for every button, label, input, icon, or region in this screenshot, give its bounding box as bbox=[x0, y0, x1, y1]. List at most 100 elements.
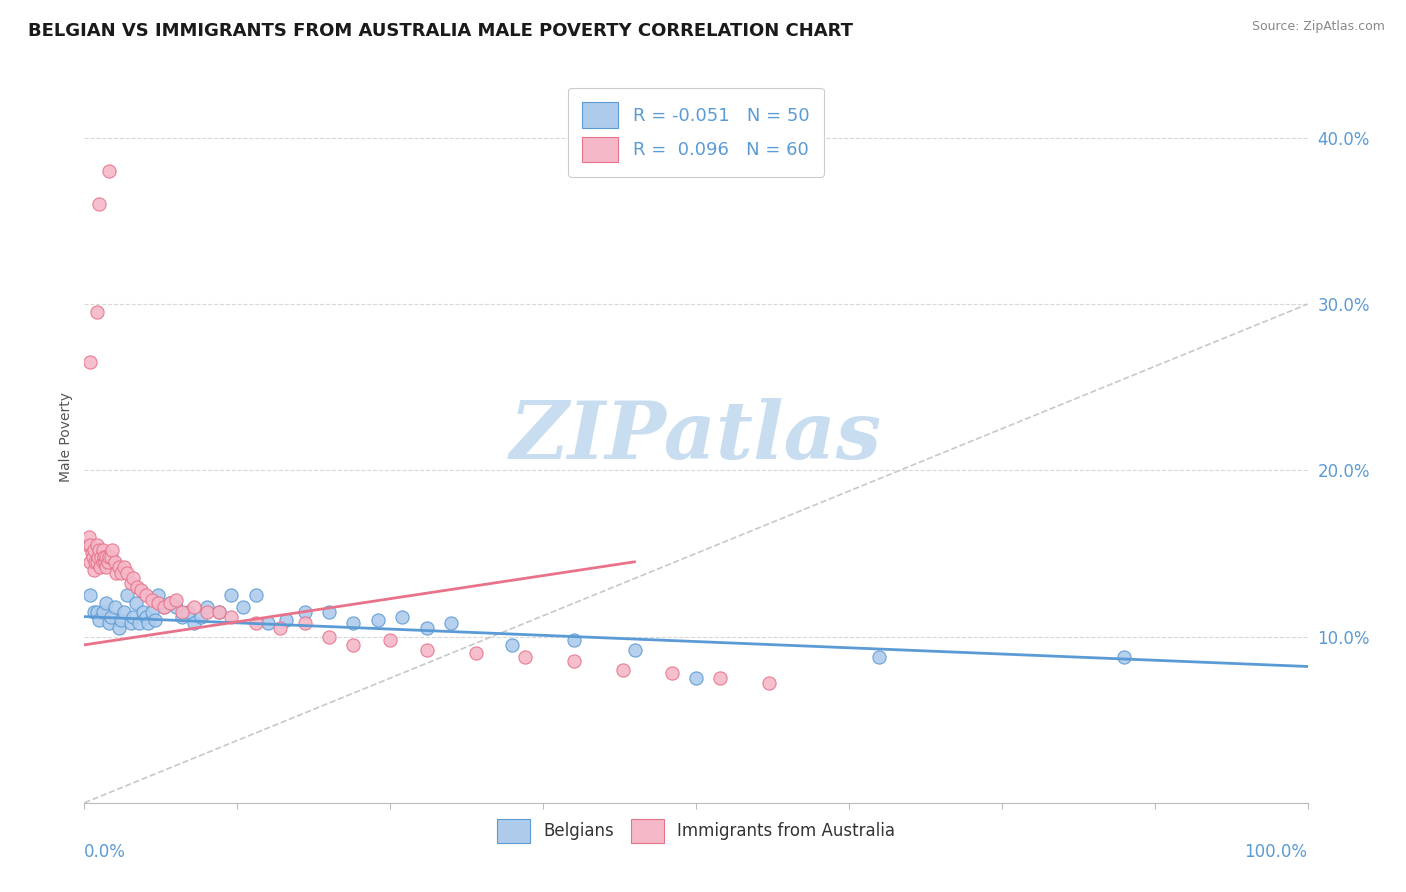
Point bbox=[758, 676, 780, 690]
Point bbox=[869, 649, 891, 664]
Point bbox=[100, 549, 122, 564]
Point bbox=[132, 605, 155, 619]
Point bbox=[91, 543, 114, 558]
Point bbox=[257, 616, 280, 631]
Point bbox=[104, 599, 127, 614]
Point bbox=[86, 305, 108, 319]
Point bbox=[77, 530, 100, 544]
Point bbox=[165, 593, 187, 607]
Point bbox=[208, 605, 231, 619]
Point bbox=[195, 605, 218, 619]
Point bbox=[269, 621, 291, 635]
Point bbox=[125, 580, 148, 594]
Point bbox=[87, 197, 110, 211]
Point bbox=[125, 596, 148, 610]
Point bbox=[208, 605, 231, 619]
Point bbox=[416, 621, 439, 635]
Point bbox=[709, 671, 731, 685]
Point bbox=[105, 566, 128, 581]
Point bbox=[245, 588, 267, 602]
Point bbox=[440, 616, 463, 631]
Point bbox=[115, 566, 138, 581]
Point bbox=[183, 599, 205, 614]
Point bbox=[110, 566, 132, 581]
Point bbox=[79, 555, 101, 569]
Point bbox=[100, 609, 122, 624]
Point bbox=[232, 599, 254, 614]
Legend: Belgians, Immigrants from Australia: Belgians, Immigrants from Australia bbox=[489, 813, 903, 849]
Point bbox=[294, 616, 316, 631]
Point bbox=[83, 563, 105, 577]
Point bbox=[120, 616, 142, 631]
Point bbox=[84, 555, 107, 569]
Point bbox=[79, 588, 101, 602]
Point bbox=[624, 643, 647, 657]
Point bbox=[110, 613, 132, 627]
Point bbox=[342, 616, 364, 631]
Point bbox=[661, 666, 683, 681]
Point bbox=[128, 616, 150, 631]
Point bbox=[86, 555, 108, 569]
Point bbox=[77, 538, 100, 552]
Point bbox=[87, 543, 110, 558]
Point bbox=[79, 538, 101, 552]
Point bbox=[79, 355, 101, 369]
Point bbox=[87, 549, 110, 564]
Point bbox=[96, 559, 118, 574]
Point bbox=[276, 613, 298, 627]
Point bbox=[93, 549, 115, 564]
Point bbox=[172, 609, 194, 624]
Point bbox=[101, 543, 124, 558]
Point bbox=[416, 643, 439, 657]
Point bbox=[91, 555, 114, 569]
Point bbox=[342, 638, 364, 652]
Point bbox=[107, 559, 129, 574]
Point bbox=[612, 663, 634, 677]
Text: 100.0%: 100.0% bbox=[1244, 843, 1308, 861]
Point bbox=[245, 616, 267, 631]
Point bbox=[97, 549, 120, 564]
Y-axis label: Male Poverty: Male Poverty bbox=[59, 392, 73, 482]
Point bbox=[195, 599, 218, 614]
Point bbox=[89, 559, 111, 574]
Point bbox=[318, 630, 340, 644]
Point bbox=[294, 605, 316, 619]
Point bbox=[115, 588, 138, 602]
Point bbox=[153, 599, 176, 614]
Point bbox=[97, 164, 120, 178]
Point bbox=[120, 576, 142, 591]
Point bbox=[129, 582, 152, 597]
Point bbox=[165, 599, 187, 614]
Point bbox=[562, 632, 585, 647]
Point bbox=[190, 609, 212, 624]
Text: Source: ZipAtlas.com: Source: ZipAtlas.com bbox=[1251, 20, 1385, 33]
Point bbox=[97, 616, 120, 631]
Point bbox=[146, 596, 169, 610]
Point bbox=[153, 599, 176, 614]
Text: 0.0%: 0.0% bbox=[84, 843, 127, 861]
Point bbox=[135, 609, 157, 624]
Point bbox=[464, 646, 486, 660]
Point bbox=[107, 621, 129, 635]
Point bbox=[141, 593, 163, 607]
Point bbox=[513, 649, 536, 664]
Point bbox=[82, 549, 104, 564]
Text: ZIPatlas: ZIPatlas bbox=[510, 399, 882, 475]
Point bbox=[112, 559, 135, 574]
Point bbox=[122, 609, 145, 624]
Point bbox=[1114, 649, 1136, 664]
Point bbox=[219, 588, 242, 602]
Point bbox=[562, 655, 585, 669]
Point bbox=[97, 555, 120, 569]
Point bbox=[87, 613, 110, 627]
Point bbox=[219, 609, 242, 624]
Point bbox=[143, 613, 166, 627]
Point bbox=[96, 596, 118, 610]
Point bbox=[159, 596, 181, 610]
Point bbox=[391, 609, 413, 624]
Point bbox=[146, 588, 169, 602]
Point bbox=[86, 605, 108, 619]
Point bbox=[502, 638, 524, 652]
Point bbox=[172, 605, 194, 619]
Point bbox=[104, 555, 127, 569]
